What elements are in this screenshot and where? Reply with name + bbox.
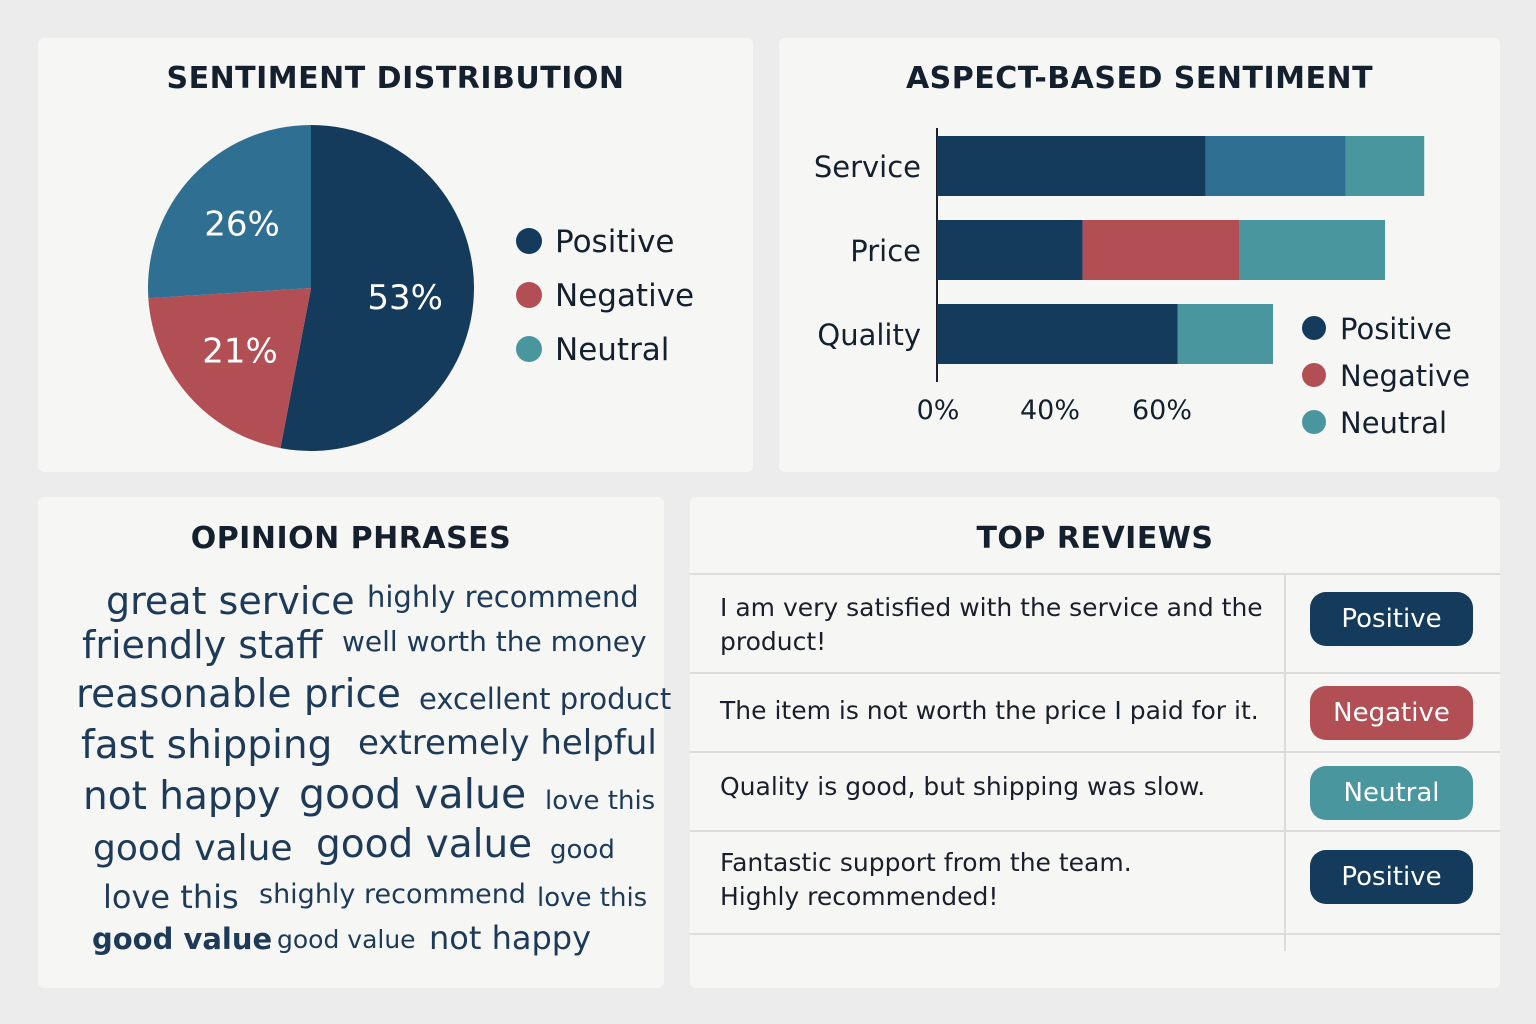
legend-label-negative: Negative [1340, 359, 1470, 393]
review-text: Fantastic support from the team. Highly … [720, 848, 1132, 911]
legend-label-negative: Negative [555, 278, 694, 314]
legend-label-neutral: Neutral [555, 332, 669, 368]
x-tick-label: 0% [917, 395, 960, 426]
pie-slice-negative [148, 288, 311, 449]
y-tick-label: Price [850, 234, 921, 268]
x-tick-label: 40% [1020, 395, 1080, 426]
sentiment-badge: Negative [1310, 686, 1473, 740]
pie-slice-positive [280, 125, 474, 452]
table-divider [690, 933, 1500, 935]
top-reviews-title: TOP REVIEWS [976, 521, 1214, 556]
review-text: Quality is good, but shipping was slow. [720, 772, 1206, 801]
table-divider [690, 672, 1500, 674]
phrase: love this [103, 878, 239, 916]
phrase: good value [316, 822, 533, 867]
aspect-sentiment-title: ASPECT-BASED SENTIMENT [905, 61, 1374, 96]
bar-price-positive [937, 220, 1083, 280]
table-divider [690, 830, 1500, 832]
pie-label-positive: 53% [367, 278, 443, 318]
legend-dot-positive [1302, 316, 1326, 340]
phrase: good value [93, 828, 293, 869]
sentiment-distribution-card: SENTIMENT DISTRIBUTION 53% 21% 26% Positive… [38, 38, 753, 472]
table-divider [690, 573, 1500, 575]
phrase: excellent product [419, 682, 672, 716]
bar-service-positive [937, 136, 1206, 196]
phrase: friendly staff [82, 623, 323, 667]
sentiment-badge: Positive [1310, 850, 1473, 904]
top-reviews-card: TOP REVIEWS I am very satisfied with the… [690, 497, 1500, 988]
phrase: reasonable price [76, 672, 401, 717]
phrase: love this [537, 883, 648, 913]
x-tick-label: 60% [1132, 395, 1192, 426]
bar-quality-neutral [1177, 304, 1273, 364]
phrase: highly recommend [367, 580, 639, 614]
bar-service-neutral [1345, 136, 1425, 196]
legend-dot-negative [1302, 363, 1326, 387]
phrase: extremely helpful [358, 723, 657, 763]
sentiment-pie-chart: 53% 21% 26% Positive Negative Neutral [148, 125, 694, 452]
y-tick-label: Service [814, 150, 921, 184]
sentiment-badge: Neutral [1310, 766, 1473, 820]
phrase: well worth the money [342, 625, 647, 658]
pie-label-negative: 21% [202, 332, 278, 372]
column-divider [1284, 573, 1286, 951]
legend-dot-positive [516, 228, 542, 254]
phrase: love this [545, 786, 656, 816]
bar-quality-positive [937, 304, 1178, 364]
phrase: good [550, 835, 615, 865]
phrase: good value [299, 770, 527, 818]
phrase: shighly recommend [259, 879, 526, 910]
opinion-phrases-card: OPINION PHRASES great service highly rec… [38, 497, 671, 988]
bar-price-negative [1082, 220, 1240, 280]
legend-label-positive: Positive [555, 224, 675, 260]
bar-service-segment [1205, 136, 1346, 196]
review-text: The item is not worth the price I paid f… [720, 696, 1259, 725]
phrase: great service [106, 579, 355, 623]
phrase: not happy [429, 919, 592, 957]
legend-dot-neutral [516, 336, 542, 362]
legend-dot-negative [516, 282, 542, 308]
legend-dot-neutral [1302, 410, 1326, 434]
sentiment-distribution-title: SENTIMENT DISTRIBUTION [166, 61, 625, 96]
legend-label-positive: Positive [1340, 312, 1452, 346]
aspect-sentiment-card: ASPECT-BASED SENTIMENT Service Price Quali… [779, 38, 1500, 472]
phrase: good value [277, 925, 416, 954]
phrase: fast shipping [81, 723, 333, 768]
y-tick-label: Quality [817, 318, 921, 352]
pie-slice-neutral [148, 125, 311, 299]
review-text: I am very satisfied with the service and… [720, 593, 1263, 656]
bar-price-neutral [1239, 220, 1385, 280]
phrase: good value [92, 922, 273, 956]
table-divider [690, 751, 1500, 753]
aspect-bar-chart: Service Price Quality 0% 40% 60% Positive Negat… [814, 128, 1470, 440]
phrase: not happy [83, 774, 281, 819]
pie-label-neutral: 26% [204, 204, 280, 244]
opinion-phrases-title: OPINION PHRASES [190, 521, 512, 556]
legend-label-neutral: Neutral [1340, 406, 1447, 440]
sentiment-badge: Positive [1310, 592, 1473, 646]
